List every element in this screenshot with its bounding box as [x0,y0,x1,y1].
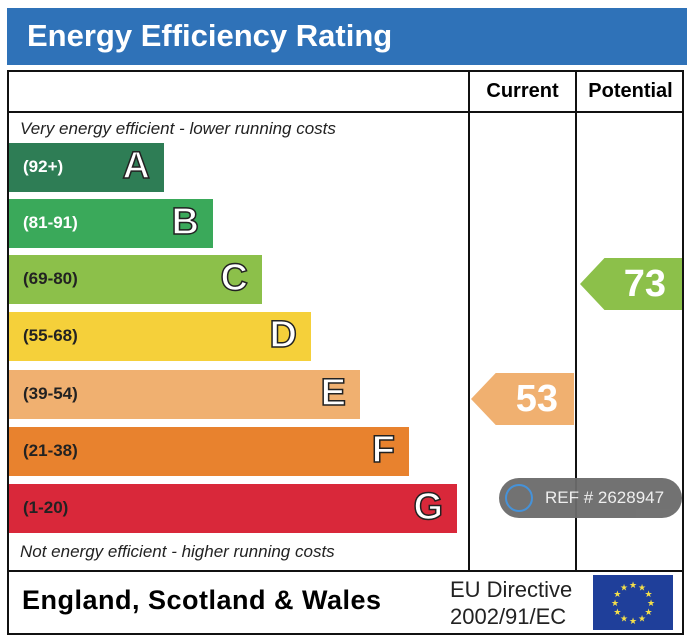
current-rating-value: 53 [515,378,558,420]
svg-text:★: ★ [638,582,646,592]
page-title: Energy Efficiency Rating [27,18,393,53]
potential-rating-value: 73 [623,263,666,305]
band-letter: A [122,144,151,188]
directive-line2: 2002/91/EC [450,604,567,629]
current-column-header: Current [486,80,559,102]
home-icon [505,484,533,512]
svg-text:★: ★ [647,598,655,608]
band-letter: E [320,371,347,415]
bar-C: (69-80) C [9,255,262,304]
svg-text:★: ★ [629,616,637,626]
svg-text:★: ★ [613,589,621,599]
bar-A: (92+) A [9,143,164,192]
svg-text:★: ★ [638,614,646,624]
eu-directive: EU Directive 2002/91/EC [450,576,572,630]
current-rating-arrow: 53 [471,373,574,425]
band-letter: D [269,313,298,357]
bar-B: (81-91) B [9,199,213,248]
bar-E: (39-54) E [9,370,360,419]
range-label: (1-20) [23,498,69,517]
bar-F: (21-38) F [9,427,409,476]
range-label: (92+) [23,157,64,176]
svg-text:★: ★ [611,598,619,608]
svg-text:★: ★ [645,589,653,599]
band-letter: F [371,428,396,472]
range-label: (81-91) [23,213,78,232]
svg-text:★: ★ [613,607,621,617]
svg-text:★: ★ [620,614,628,624]
bar-G: (1-20) G [9,484,457,533]
range-label: (55-68) [23,326,78,345]
range-label: (39-54) [23,384,78,403]
range-label: (69-80) [23,269,78,288]
reference-text: REF # 2628947 [545,488,665,507]
directive-line1: EU Directive [450,577,573,602]
svg-text:★: ★ [620,582,628,592]
potential-column-header: Potential [588,80,673,102]
bottom-note: Not energy efficient - higher running co… [20,542,335,561]
range-label: (21-38) [23,441,78,460]
bar-D: (55-68) D [9,312,311,361]
divider [7,111,684,113]
divider [575,70,577,571]
potential-rating-arrow: 73 [580,258,682,310]
region-label: England, Scotland & Wales [22,585,382,615]
divider [468,70,470,571]
header: Energy Efficiency Rating [7,8,687,65]
top-note: Very energy efficient - lower running co… [20,119,336,138]
divider [7,570,684,572]
band-letter: G [413,485,444,529]
eu-flag-icon: ★ ★ ★ ★ ★ ★ ★ ★ ★ ★ ★ ★ [593,575,673,630]
band-letter: C [220,256,249,300]
reference-badge: REF # 2628947 [499,478,682,518]
svg-text:★: ★ [645,607,653,617]
svg-text:★: ★ [629,580,637,590]
chart-frame [7,70,684,635]
band-letter: B [171,200,200,244]
